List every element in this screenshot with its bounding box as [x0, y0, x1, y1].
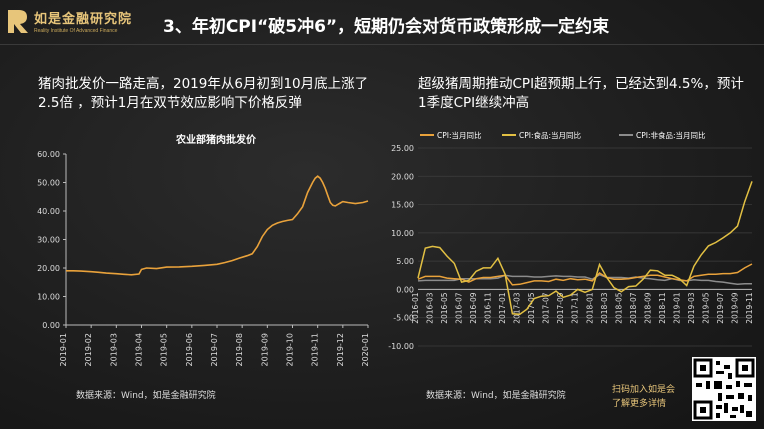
- cpi-nonfood-line: [417, 273, 752, 286]
- x-tick-label: 2017-01: [498, 292, 507, 324]
- x-tick-label: 2019-10: [286, 333, 295, 366]
- x-tick-label: 2018-11: [658, 292, 667, 324]
- pork-price-chart: 农业部猪肉批发价 0.00 10.00 20.00 30.00 40.00 50.00 60.…: [37, 133, 370, 366]
- logo-name: 如是金融研究院: [34, 12, 133, 27]
- cpi-chart: CPI:当月同比 CPI:食品:当月同比 CPI:非食品:当月同比 -10.00 -5.…: [388, 130, 754, 351]
- x-tick-label: 2019-09: [260, 333, 269, 366]
- y-tick-label: 0.00: [396, 285, 414, 294]
- y-tick-label: 60.00: [37, 150, 60, 159]
- x-tick-label: 2018-05: [614, 292, 623, 324]
- x-tick-label: 2019-12: [336, 333, 345, 366]
- x-tick-label: 2018-07: [629, 292, 638, 324]
- x-tick-label: 2016-09: [469, 292, 478, 324]
- qr-code-icon: [693, 358, 755, 420]
- qr-caption: 扫码加入如是会 了解更多详情: [612, 383, 675, 411]
- y-tick-label: 25.00: [391, 144, 414, 153]
- header: 如是金融研究院 Reality Institute Of Advanced Fi…: [0, 0, 764, 40]
- x-tick-label: 2019-01: [59, 333, 68, 366]
- y-tick-label: 30.00: [37, 236, 60, 245]
- x-tick-label: 2016-11: [484, 292, 493, 324]
- legend-label: CPI:当月同比: [437, 130, 482, 140]
- qr-caption-line2: 了解更多详情: [612, 399, 667, 409]
- y-tick-label: -5.00: [393, 314, 414, 323]
- x-tick-label: 2019-02: [84, 333, 93, 366]
- y-tick-label: 5.00: [396, 257, 414, 266]
- x-tick-label: 2017-11: [571, 292, 580, 324]
- cpi-food-line: [417, 181, 753, 316]
- x-tick-label: 2016-03: [426, 292, 435, 324]
- y-tick-label: 10.00: [37, 293, 60, 302]
- y-tick-label: 0.00: [42, 321, 60, 330]
- chart-title: 农业部猪肉批发价: [175, 133, 257, 146]
- x-tick-label: 2017-09: [556, 292, 565, 324]
- qr-caption-line1: 扫码加入如是会: [612, 385, 676, 395]
- x-tick-label: 2017-05: [527, 292, 536, 324]
- x-tick-label: 2018-01: [585, 292, 594, 324]
- x-tick-label: 2019-04: [135, 333, 144, 366]
- legend-label: CPI:非食品:当月同比: [636, 130, 706, 140]
- y-tick-label: -10.00: [388, 342, 414, 351]
- x-tick-label: 2017-03: [513, 292, 522, 324]
- x-tick-label: 2019-01: [672, 292, 681, 324]
- x-tick-label: 2019-03: [687, 292, 696, 324]
- x-tick-label: 2019-11: [745, 292, 754, 324]
- y-tick-label: 20.00: [37, 264, 60, 273]
- x-tick-label: 2018-03: [600, 292, 609, 324]
- y-tick-label: 10.00: [391, 229, 414, 238]
- x-tick-label: 2020-01: [361, 333, 370, 366]
- left-commentary: 猪肉批发价一路走高，2019年从6月初到10月底上涨了2.5倍 ，预计1月在双节…: [38, 76, 369, 111]
- x-tick-label: 2016-05: [440, 292, 449, 324]
- page-title: 3、年初CPI“破5冲6”，短期仍会对货币政策形成一定约束: [163, 17, 610, 37]
- x-tick-label: 2019-11: [311, 333, 320, 366]
- x-tick-label: 2016-01: [411, 292, 420, 324]
- logo-icon: [8, 10, 28, 33]
- cpi-line: [417, 263, 753, 286]
- header-divider: [0, 44, 764, 45]
- x-tick-label: 2019-07: [716, 292, 725, 324]
- qr-code[interactable]: [692, 357, 756, 421]
- y-tick-label: 50.00: [37, 179, 60, 188]
- x-tick-label: 2016-07: [455, 292, 464, 324]
- x-tick-label: 2019-05: [160, 333, 169, 366]
- y-tick-label: 20.00: [391, 172, 414, 181]
- logo: 如是金融研究院 Reality Institute Of Advanced Fi…: [34, 8, 132, 34]
- x-tick-label: 2017-07: [542, 292, 551, 324]
- x-tick-label: 2019-03: [109, 333, 118, 366]
- x-tick-label: 2019-08: [235, 333, 244, 366]
- right-commentary: 超级猪周期推动CPI超预期上行，已经达到4.5%，预计1季度CPI继续冲高: [418, 76, 744, 111]
- right-source: 数据来源：Wind，如是金融研究院: [426, 391, 566, 401]
- x-tick-label: 2019-06: [185, 333, 194, 366]
- pork-price-line: [66, 175, 369, 276]
- x-tick-label: 2018-09: [643, 292, 652, 324]
- y-tick-label: 15.00: [391, 201, 414, 210]
- x-tick-label: 2019-07: [210, 333, 219, 366]
- legend-label: CPI:食品:当月同比: [519, 130, 582, 140]
- left-source: 数据来源：Wind，如是金融研究院: [76, 391, 216, 401]
- logo-subtitle: Reality Institute Of Advanced Finance: [34, 28, 118, 34]
- x-tick-label: 2019-09: [730, 292, 739, 324]
- y-tick-label: 40.00: [37, 207, 60, 216]
- x-tick-label: 2019-05: [701, 292, 710, 324]
